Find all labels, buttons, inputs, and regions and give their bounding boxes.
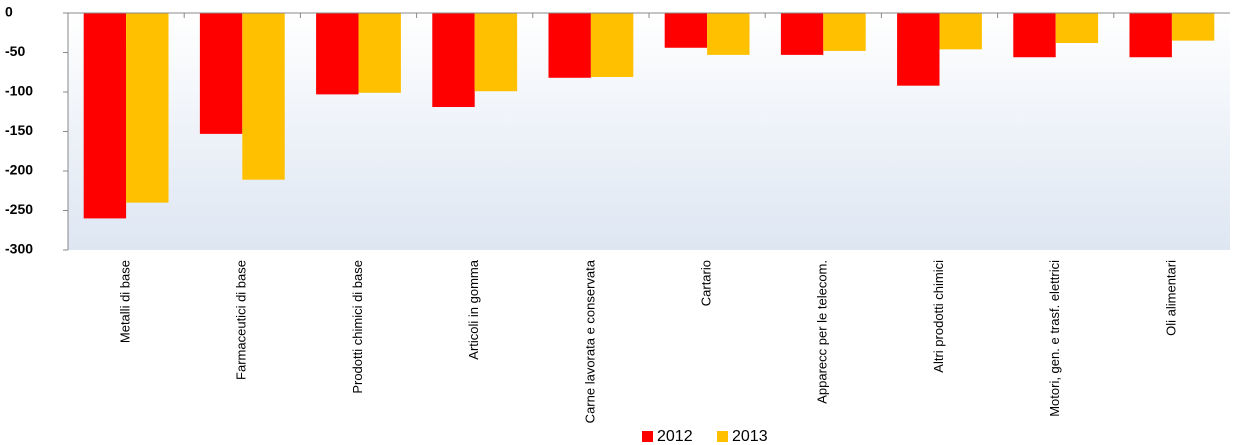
bar [548, 13, 591, 78]
bar [358, 13, 401, 93]
y-tick-label: -100 [5, 83, 33, 99]
legend-swatch [717, 431, 728, 442]
x-tick-label: Farmaceutici di base [234, 260, 249, 380]
bar [1013, 13, 1056, 58]
y-tick-label: -150 [5, 122, 33, 138]
y-tick-label: -300 [5, 241, 33, 257]
bar [83, 13, 127, 219]
y-tick-label: -50 [5, 43, 25, 59]
bar [897, 13, 940, 86]
bar [432, 13, 475, 108]
x-tick-label: Metalli di base [118, 260, 133, 343]
legend-label: 2012 [657, 428, 693, 445]
bar [242, 13, 285, 180]
legend-label: 2013 [732, 428, 768, 445]
bar [939, 13, 982, 50]
bar [590, 13, 634, 77]
bar [1129, 13, 1172, 58]
bar [780, 13, 824, 55]
x-tick-label: Cartario [699, 260, 714, 306]
bar [823, 13, 866, 51]
bar [126, 13, 169, 203]
y-tick-label: -250 [5, 201, 33, 217]
legend-swatch [642, 431, 653, 442]
x-tick-label: Oli alimentari [1163, 260, 1178, 336]
x-tick-label: Altri prodotti chimici [931, 260, 946, 373]
x-tick-label: Carne lavorata e conservata [582, 259, 597, 423]
y-tick-label: 0 [5, 4, 13, 20]
y-tick-label: -200 [5, 162, 33, 178]
x-tick-label: Motori, gen. e trasf. elettrici [1047, 260, 1062, 417]
bar [1055, 13, 1099, 44]
bar [316, 13, 359, 95]
bar [664, 13, 708, 48]
bar [707, 13, 750, 55]
bar [474, 13, 518, 92]
bar [199, 13, 243, 134]
bar [1171, 13, 1215, 41]
x-tick-label: Articoli in gomma [466, 259, 481, 359]
x-tick-label: Prodotti chimici di base [350, 260, 365, 394]
x-tick-label: Apparecc per le telecom. [815, 260, 830, 404]
